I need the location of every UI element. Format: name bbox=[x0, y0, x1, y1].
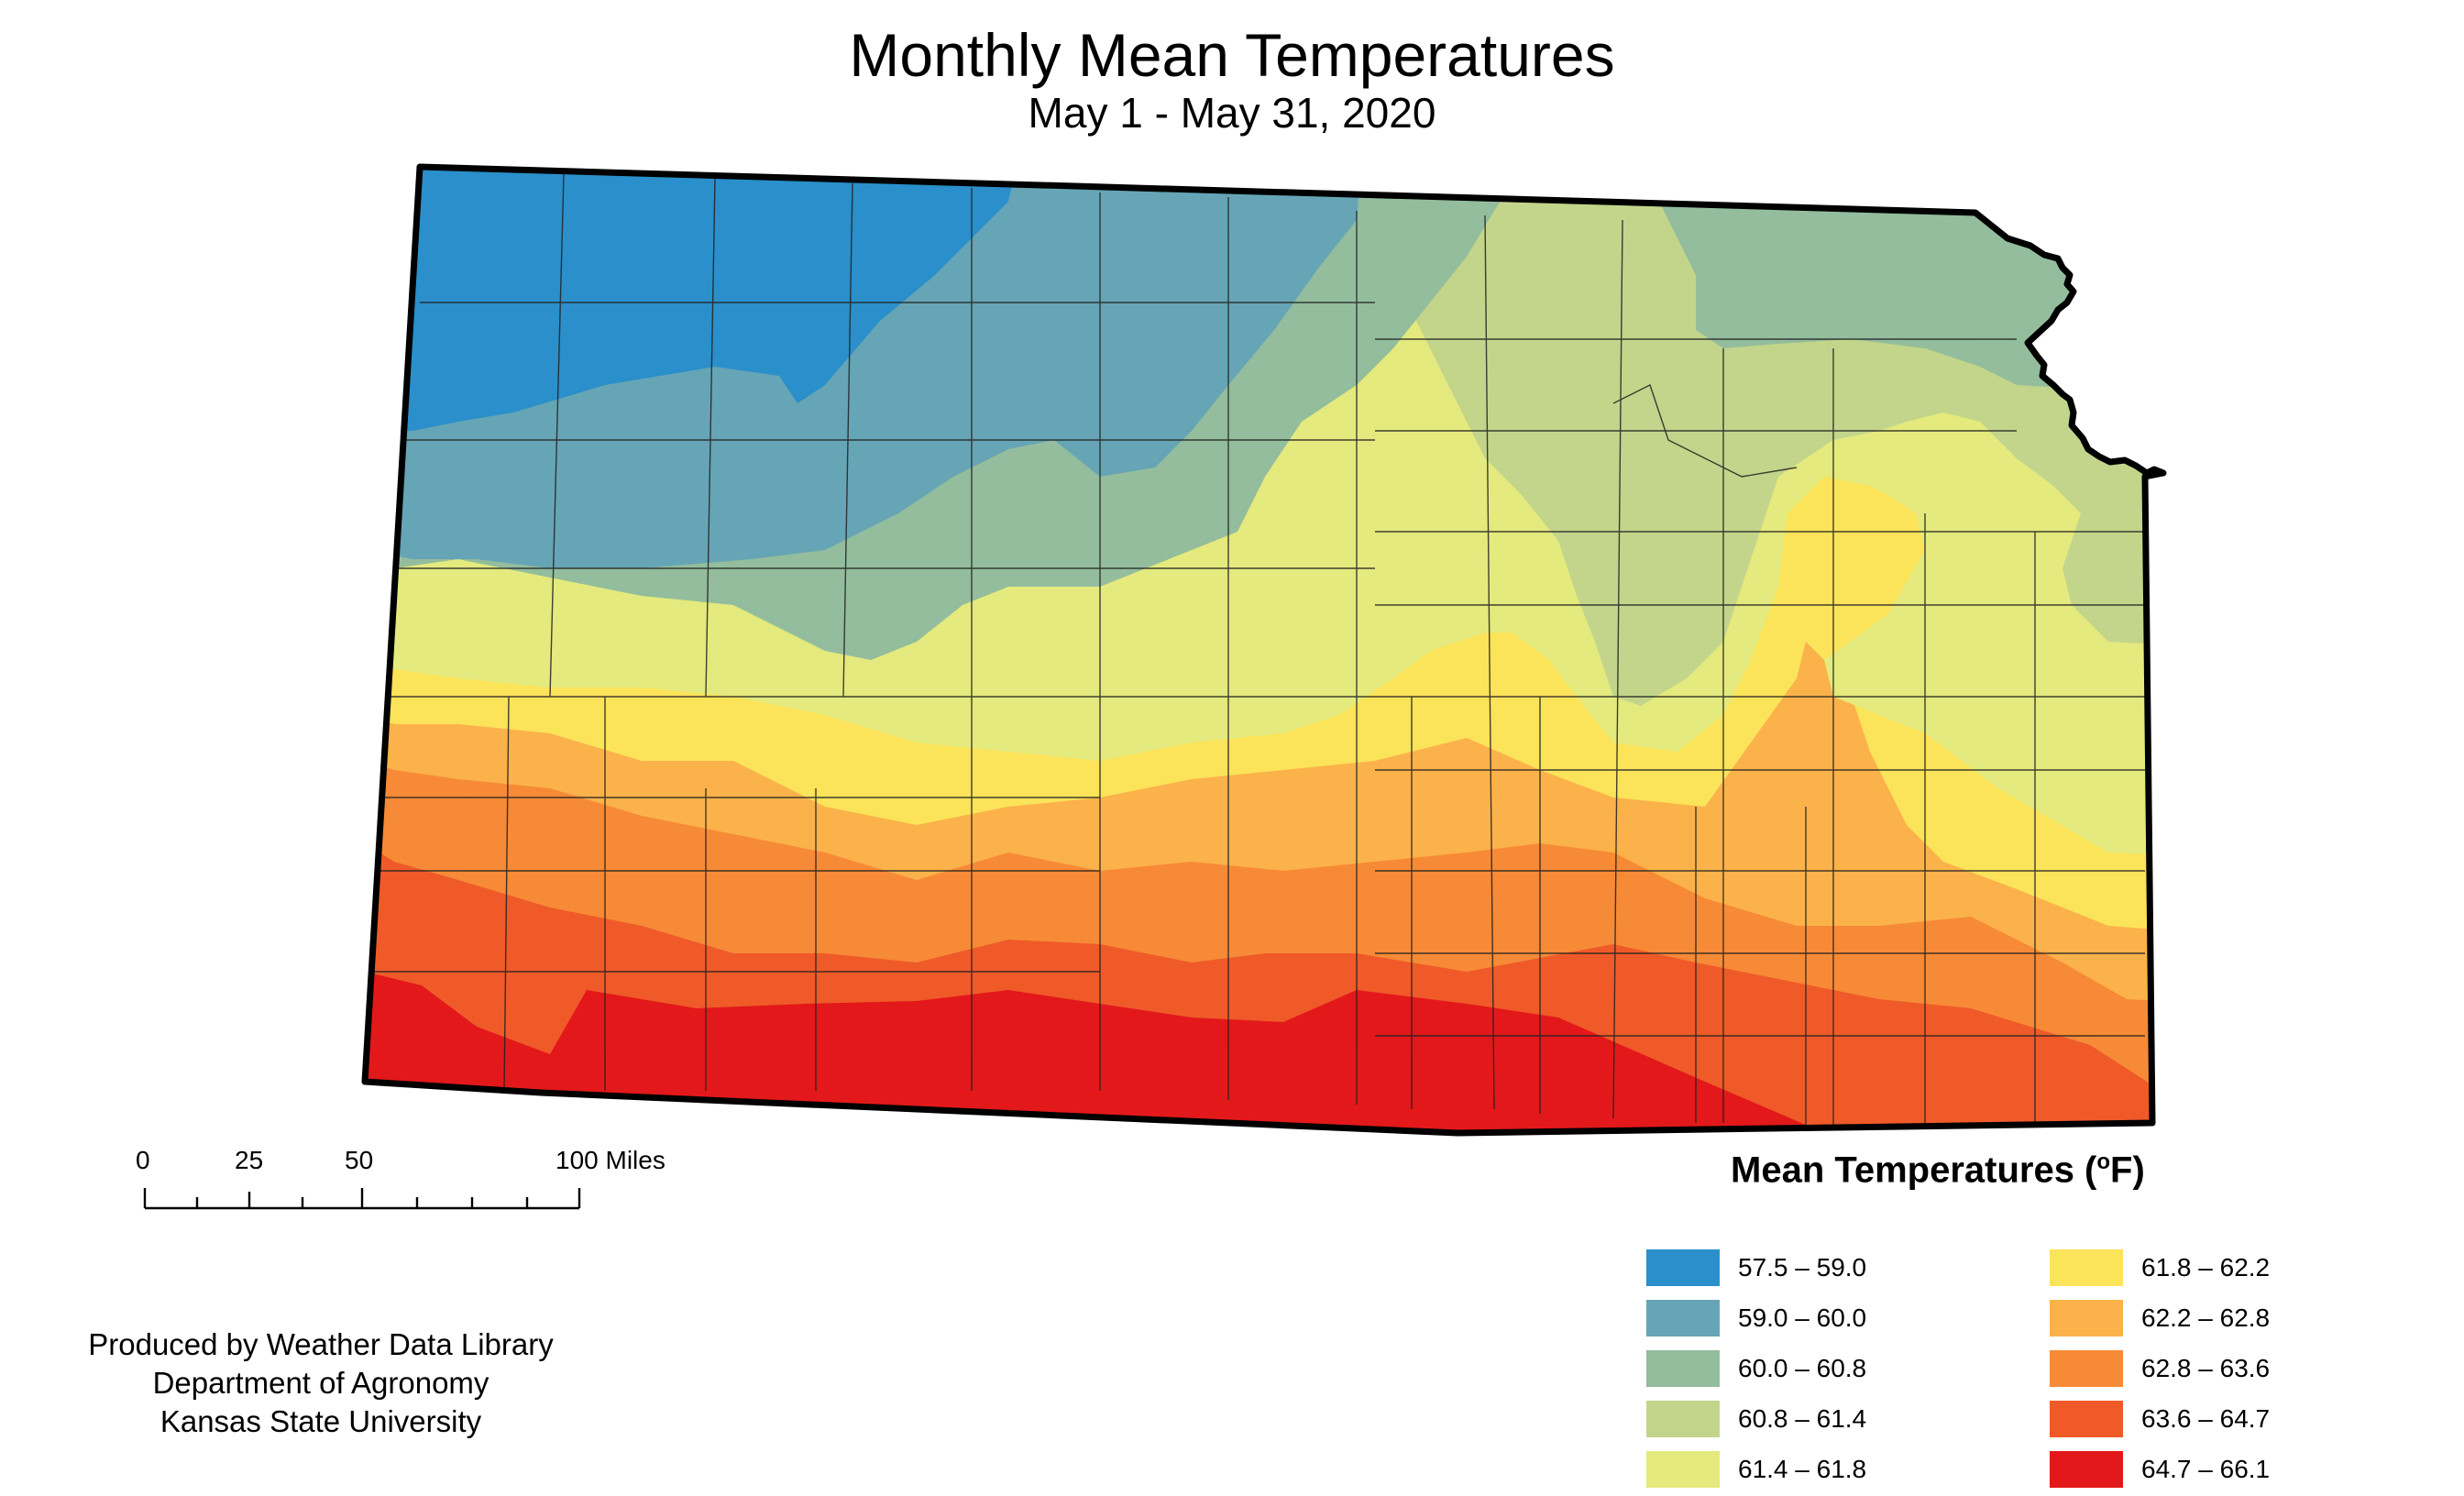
legend-swatch bbox=[2050, 1350, 2123, 1387]
legend-title-text: Mean Temperatures ( bbox=[1731, 1150, 2097, 1191]
legend-swatch bbox=[2050, 1249, 2123, 1286]
legend-item: 60.0 – 60.8 bbox=[1646, 1349, 1866, 1388]
legend-item: 60.8 – 61.4 bbox=[1646, 1400, 1866, 1438]
map-title: Monthly Mean Temperatures bbox=[849, 21, 1615, 89]
degree-symbol: o bbox=[2096, 1150, 2111, 1174]
legend-title: Mean Temperatures (oF) bbox=[1731, 1150, 2145, 1191]
legend-label: 64.7 – 66.1 bbox=[2141, 1455, 2271, 1483]
legend-label: 62.8 – 63.6 bbox=[2141, 1354, 2271, 1382]
legend-item: 62.2 – 62.8 bbox=[2050, 1299, 2270, 1337]
credit-line: Department of Agronomy bbox=[152, 1366, 490, 1400]
scale-bar bbox=[143, 1188, 581, 1210]
legend-label: 60.8 – 61.4 bbox=[1738, 1404, 1867, 1433]
map-subtitle: May 1 - May 31, 2020 bbox=[1028, 89, 1436, 137]
legend-item: 63.6 – 64.7 bbox=[2050, 1400, 2270, 1438]
legend-item: 61.8 – 62.2 bbox=[2050, 1248, 2270, 1287]
kansas-state-outline bbox=[361, 163, 2167, 1137]
legend-label: 62.2 – 62.8 bbox=[2141, 1304, 2271, 1332]
legend-item: 61.4 – 61.8 bbox=[1646, 1450, 1866, 1489]
county-boundaries bbox=[365, 173, 2145, 1128]
legend-swatch bbox=[1646, 1300, 1720, 1336]
scale-label-0: 0 bbox=[136, 1146, 150, 1174]
legend-swatch bbox=[2050, 1300, 2123, 1336]
legend-label: 61.4 – 61.8 bbox=[1738, 1455, 1867, 1483]
scale-label-25: 25 bbox=[235, 1146, 264, 1174]
legend-label: 60.0 – 60.8 bbox=[1738, 1354, 1867, 1382]
scale-label-100-miles: 100 Miles bbox=[556, 1146, 666, 1174]
legend-label: 61.8 – 62.2 bbox=[2141, 1253, 2271, 1282]
legend-unit: F) bbox=[2110, 1150, 2145, 1191]
credit-block: Produced by Weather Data Library Departm… bbox=[37, 1326, 605, 1441]
legend-item: 62.8 – 63.6 bbox=[2050, 1349, 2270, 1388]
credit-line: Kansas State University bbox=[160, 1404, 482, 1438]
legend-swatch bbox=[1646, 1451, 1720, 1488]
scale-label-50: 50 bbox=[345, 1146, 374, 1174]
legend-swatch bbox=[2050, 1401, 2123, 1437]
legend-item: 59.0 – 60.0 bbox=[1646, 1299, 1866, 1337]
legend-label: 63.6 – 64.7 bbox=[2141, 1404, 2271, 1433]
legend-swatch bbox=[1646, 1350, 1720, 1387]
legend-swatch bbox=[1646, 1249, 1720, 1286]
legend-label: 57.5 – 59.0 bbox=[1738, 1253, 1867, 1282]
zone-57-5-59-0 bbox=[365, 167, 1054, 431]
legend-label: 59.0 – 60.0 bbox=[1738, 1304, 1867, 1332]
legend-item: 64.7 – 66.1 bbox=[2050, 1450, 2270, 1489]
legend-swatch bbox=[2050, 1451, 2123, 1488]
legend-item: 57.5 – 59.0 bbox=[1646, 1248, 1866, 1287]
credit-line: Produced by Weather Data Library bbox=[88, 1327, 554, 1361]
legend-swatch bbox=[1646, 1401, 1720, 1437]
